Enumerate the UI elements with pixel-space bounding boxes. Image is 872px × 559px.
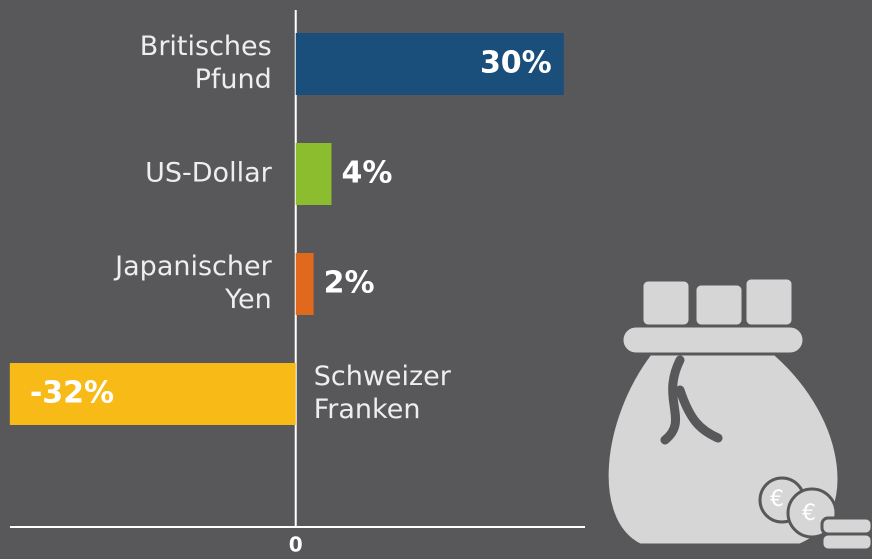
x-tick-label: 0 [289,533,303,557]
category-label: US-Dollar [145,158,273,189]
chart: € € 0 30% BritischesPfund 4% US-Dollar 2% Japan… [0,0,872,559]
svg-text:€: € [770,487,784,512]
category-label: Britisches [140,31,272,62]
bar [296,143,332,205]
svg-text:€: € [802,501,816,526]
category-label: Pfund [195,64,272,95]
value-label: 4% [341,156,392,191]
category-label: Schweizer [314,361,452,392]
value-label: 30% [480,46,552,81]
category-label: Franken [314,394,421,425]
category-label: Yen [224,284,272,315]
bar [296,253,314,315]
value-label: -32% [30,376,114,411]
category-label: Japanischer [113,251,272,282]
value-label: 2% [324,266,375,301]
